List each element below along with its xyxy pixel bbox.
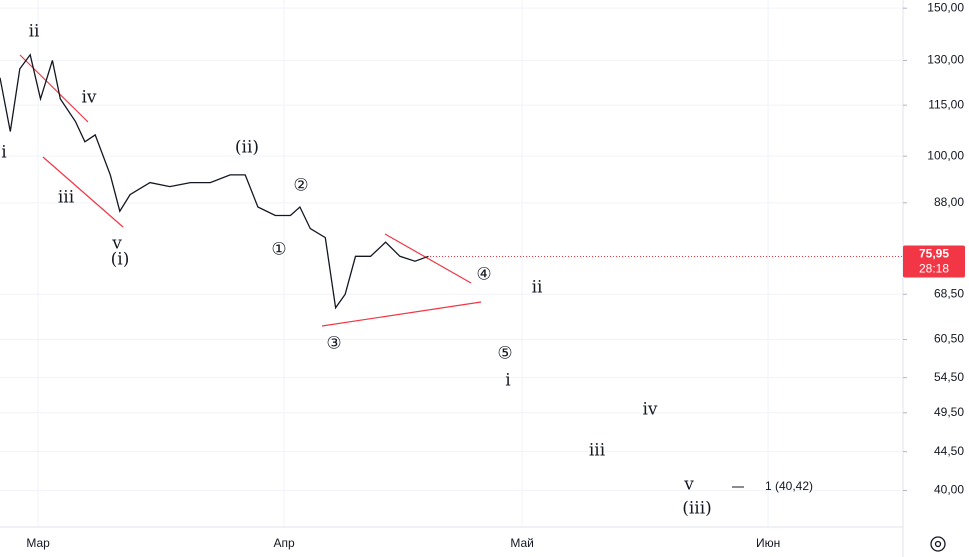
wave-label: (i)	[111, 250, 130, 270]
wave-label: iv	[81, 88, 96, 108]
x-tick-label: Июн	[756, 536, 780, 550]
settings-button[interactable]	[930, 536, 946, 552]
trend-line	[384, 233, 472, 284]
grid	[0, 0, 903, 527]
y-tick-label: 115,00	[928, 97, 964, 111]
wave-label: ①	[271, 240, 286, 260]
plot	[0, 53, 429, 310]
price-label: 75,95	[919, 247, 949, 261]
settings-icon[interactable]	[934, 540, 942, 548]
wave-label: v	[111, 234, 122, 254]
target-label: 1 (40,42)	[765, 479, 813, 493]
wave-label: ii	[29, 22, 40, 42]
trend-line	[321, 301, 482, 327]
y-tick-label: 88,00	[934, 195, 964, 209]
y-tick-label: 150,00	[927, 0, 964, 14]
wave-label: i	[1, 143, 7, 163]
wave-label: (iii)	[682, 499, 712, 519]
trend-lines	[19, 54, 482, 327]
wave-label: iv	[642, 400, 657, 420]
wave-label: i	[505, 371, 511, 391]
wave-label: iii	[58, 188, 75, 208]
x-tick-label: Мар	[26, 536, 50, 550]
wave-label: iii	[589, 441, 606, 461]
y-tick-label: 44,50	[934, 444, 964, 458]
y-tick-label: 68,50	[934, 286, 964, 300]
wave-label: v	[683, 475, 694, 495]
trend-line	[19, 54, 89, 123]
y-tick-label: 130,00	[927, 53, 964, 67]
wave-label: (ii)	[235, 138, 259, 158]
wave-label: ⑤	[497, 344, 512, 364]
price-box	[903, 245, 965, 278]
wave-label: ③	[326, 334, 341, 354]
wave-label: ②	[293, 176, 308, 196]
y-tick-label: 100,00	[927, 148, 964, 162]
y-tick-label: 49,50	[934, 405, 964, 419]
countdown: 28:18	[919, 262, 949, 276]
x-tick-label: Май	[510, 536, 534, 550]
x-tick-label: Апр	[273, 536, 295, 550]
y-tick-label: 60,50	[934, 332, 964, 346]
wave-label: ④	[476, 265, 491, 285]
wave-label: ii	[532, 278, 543, 298]
price-line	[0, 53, 429, 310]
trend-line	[42, 156, 124, 228]
y-tick-label: 40,00	[934, 483, 964, 497]
y-tick-label: 54,50	[934, 370, 964, 384]
settings-icon[interactable]	[930, 536, 946, 552]
